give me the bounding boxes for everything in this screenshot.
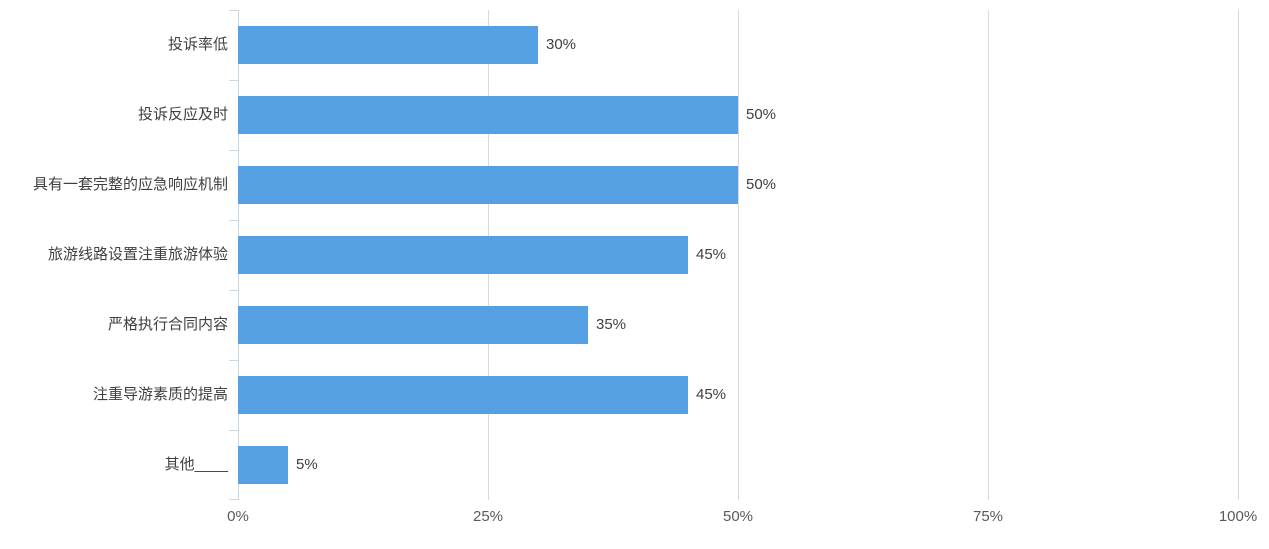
bar-7 [238, 446, 288, 484]
category-label-2: 投诉反应及时 [137, 106, 228, 123]
bar-6 [238, 376, 688, 414]
category-axis-tick [229, 290, 238, 291]
value-label-4: 45% [696, 246, 727, 263]
category-axis-tick [229, 499, 238, 500]
category-axis-tick [229, 80, 238, 81]
value-label-7: 5% [296, 456, 318, 473]
value-label-3: 50% [746, 176, 777, 193]
gridline-100 [1238, 10, 1239, 500]
category-label-6: 注重导游素质的提高 [92, 386, 228, 403]
x-tick-label-0%: 0% [227, 508, 249, 525]
x-tick-label-100%: 100% [1218, 508, 1258, 525]
value-label-6: 45% [696, 386, 727, 403]
category-label-5: 严格执行合同内容 [107, 316, 228, 333]
x-tick-label-75%: 75% [972, 508, 1004, 525]
value-label-5: 35% [596, 316, 627, 333]
category-axis-labels: 投诉率低投诉反应及时具有一套完整的应急响应机制旅游线路设置注重旅游体验严格执行合… [0, 10, 228, 500]
category-label-3: 具有一套完整的应急响应机制 [32, 176, 228, 193]
bar-3 [238, 166, 738, 204]
value-label-2: 50% [746, 106, 777, 123]
category-axis-tick [229, 150, 238, 151]
category-label-4: 旅游线路设置注重旅游体验 [47, 246, 228, 263]
category-label-1: 投诉率低 [167, 36, 228, 53]
category-axis-tick [229, 10, 238, 11]
gridline-75 [988, 10, 989, 500]
bar-5 [238, 306, 588, 344]
category-axis-tick [229, 220, 238, 221]
x-tick-label-50%: 50% [722, 508, 754, 525]
bar-4 [238, 236, 688, 274]
category-axis-tick [229, 430, 238, 431]
category-label-7: 其他____ [164, 456, 228, 473]
bar-2 [238, 96, 738, 134]
category-axis-tick [229, 360, 238, 361]
x-tick-label-25%: 25% [472, 508, 504, 525]
bar-1 [238, 26, 538, 64]
plot-area: 30% 50% 50% 45% 35% 45% 5% [229, 10, 1239, 500]
gridline-50 [738, 10, 739, 500]
value-label-1: 30% [546, 36, 577, 53]
x-axis: 0% 25% 50% 75% 100% [227, 500, 1257, 540]
